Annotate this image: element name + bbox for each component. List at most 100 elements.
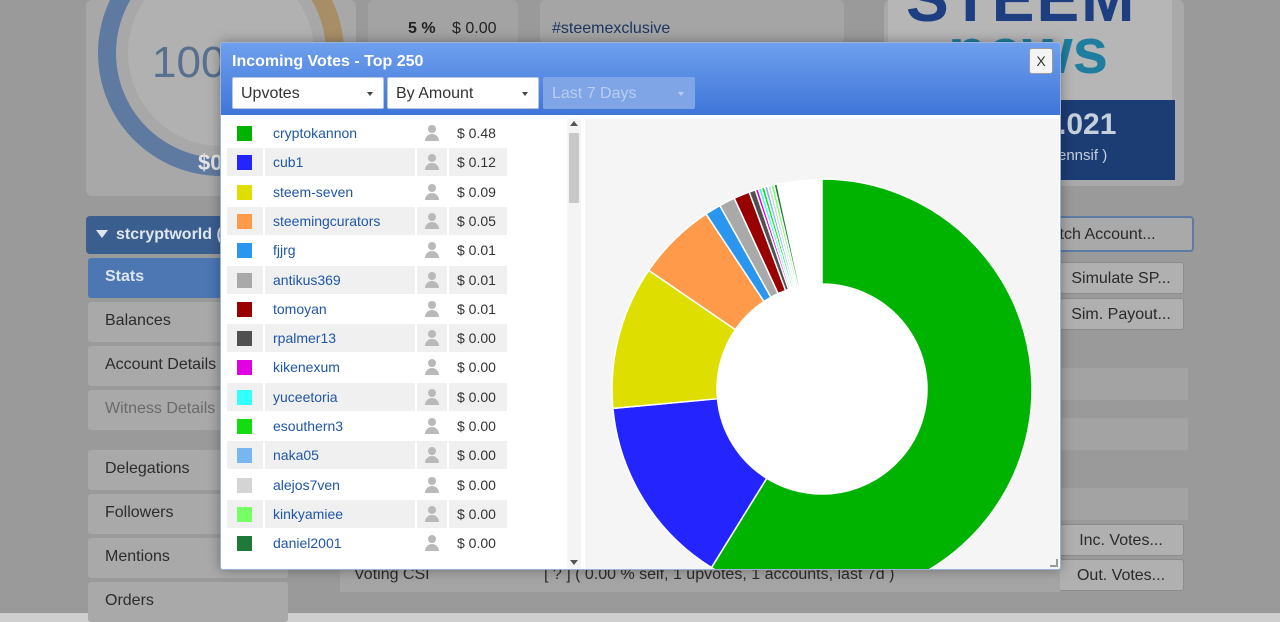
voter-name-link[interactable]: cryptokannon — [273, 125, 358, 141]
legend-swatch — [227, 178, 263, 206]
sidebar-item-label: Witness Details — [105, 400, 216, 417]
vote-amount-cell: $ 0.00 — [449, 471, 507, 499]
dialog-header[interactable]: Incoming Votes - Top 250 X Upvotes By Am… — [221, 43, 1060, 115]
vote-amount-cell: $ 0.00 — [449, 529, 507, 557]
profile-cell — [417, 499, 447, 528]
voter-list[interactable]: cryptokannon $ 0.48 cub1 $ 0.12 steem-seven $… — [227, 119, 511, 569]
out-votes-label: Out. Votes... — [1076, 567, 1166, 584]
voter-name-link[interactable]: kikenexum — [273, 359, 340, 376]
vote-amount: $ 0.00 — [457, 418, 496, 434]
sidebar-item-label: Orders — [105, 592, 154, 609]
vote-amount-cell: $ 0.00 — [449, 499, 507, 528]
color-swatch — [237, 301, 252, 317]
user-icon[interactable] — [425, 388, 439, 405]
voter-name-link[interactable]: yuceetoria — [273, 388, 338, 405]
voter-name-cell: cub1 — [265, 148, 415, 177]
voter-name-cell: fjjrg — [265, 236, 415, 264]
voter-name-link[interactable]: steem-seven — [273, 183, 354, 200]
user-icon[interactable] — [425, 271, 439, 288]
color-swatch — [237, 477, 252, 493]
user-icon[interactable] — [425, 125, 439, 141]
vote-type-select[interactable]: Upvotes — [232, 77, 384, 109]
donut-slice-other[interactable] — [777, 179, 822, 287]
sort-select[interactable]: By Amount — [387, 77, 539, 109]
voter-name-link[interactable]: kinkyamiee — [273, 505, 344, 522]
resize-grip-icon[interactable] — [1050, 559, 1058, 567]
list-item: daniel2001 $ 0.00 — [227, 529, 507, 557]
vote-amount-cell: $ 0.00 — [449, 412, 507, 440]
vote-amount-cell: $ 0.09 — [449, 178, 507, 206]
list-item: cub1 $ 0.12 — [227, 148, 507, 177]
sim-payout-button[interactable]: Sim. Payout... — [1058, 298, 1184, 330]
tag-link[interactable]: #steemexclusive — [552, 20, 671, 37]
user-icon[interactable] — [425, 183, 439, 200]
switch-account-button[interactable]: itch Account... — [1040, 216, 1194, 252]
legend-swatch — [227, 324, 263, 353]
vote-table-row — [368, 0, 518, 44]
user-icon[interactable] — [425, 212, 439, 229]
close-button[interactable]: X — [1029, 48, 1053, 74]
dropdown-arrow-icon — [678, 92, 684, 96]
voter-name-link[interactable]: naka05 — [273, 447, 319, 464]
list-item: steemingcurators $ 0.05 — [227, 206, 507, 235]
user-icon[interactable] — [425, 535, 439, 552]
user-icon[interactable] — [425, 330, 439, 347]
scroll-thumb[interactable] — [569, 133, 579, 203]
legend-swatch — [227, 353, 263, 381]
voter-list-scrollbar[interactable] — [567, 119, 581, 569]
voter-name-link[interactable]: cub1 — [273, 154, 304, 171]
voter-name-link[interactable]: daniel2001 — [273, 535, 342, 552]
sidebar-item-label: Followers — [105, 504, 174, 521]
simulate-sp-button[interactable]: Simulate SP... — [1058, 262, 1184, 294]
user-icon[interactable] — [425, 447, 439, 464]
votes-chart-area — [585, 119, 1059, 569]
out-votes-button[interactable]: Out. Votes... — [1058, 559, 1184, 591]
vote-value: $ 0.00 — [452, 20, 497, 37]
inc-votes-label: Inc. Votes... — [1079, 532, 1163, 549]
vote-amount-cell: $ 0.01 — [449, 265, 507, 294]
user-icon[interactable] — [425, 505, 439, 522]
voter-name-link[interactable]: esouthern3 — [273, 418, 344, 434]
profile-cell — [417, 236, 447, 264]
user-icon[interactable] — [425, 242, 439, 259]
period-select[interactable]: Last 7 Days — [543, 77, 695, 109]
inc-votes-button[interactable]: Inc. Votes... — [1058, 524, 1184, 556]
sort-value: By Amount — [396, 85, 474, 102]
vote-amount: $ 0.00 — [457, 447, 496, 464]
voter-name-link[interactable]: fjjrg — [273, 242, 296, 259]
dropdown-arrow-icon — [367, 92, 373, 96]
list-item: naka05 $ 0.00 — [227, 441, 507, 470]
news-year: .021 — [1058, 108, 1117, 141]
user-icon[interactable] — [425, 359, 439, 376]
incoming-votes-dialog: Incoming Votes - Top 250 X Upvotes By Am… — [220, 42, 1061, 570]
voter-name-cell: rpalmer13 — [265, 324, 415, 353]
color-swatch — [237, 184, 252, 200]
sidebar-item-orders[interactable]: Orders — [88, 582, 288, 622]
user-icon[interactable] — [425, 154, 439, 171]
user-icon[interactable] — [425, 476, 439, 493]
voter-name-cell: steemingcurators — [265, 206, 415, 235]
profile-cell — [417, 412, 447, 440]
vote-amount-cell: $ 0.01 — [449, 236, 507, 264]
vote-amount-cell: $ 0.48 — [449, 119, 507, 147]
profile-cell — [417, 382, 447, 411]
sidebar-item-label: Account Details — [105, 356, 217, 373]
voter-name-cell: cryptokannon — [265, 119, 415, 147]
voter-name-link[interactable]: steemingcurators — [273, 212, 381, 229]
period-value: Last 7 Days — [552, 85, 637, 102]
legend-swatch — [227, 265, 263, 294]
list-item: kinkyamiee $ 0.00 — [227, 499, 507, 528]
voter-name-cell: daniel2001 — [265, 529, 415, 557]
color-swatch — [237, 243, 252, 259]
scroll-down-icon[interactable] — [570, 560, 578, 565]
voter-name-link[interactable]: rpalmer13 — [273, 330, 337, 347]
user-icon[interactable] — [425, 300, 439, 317]
vote-type-value: Upvotes — [241, 85, 300, 102]
voter-name-link[interactable]: tomoyan — [273, 300, 327, 317]
color-swatch — [237, 126, 252, 141]
vote-amount: $ 0.01 — [457, 242, 496, 259]
voter-name-link[interactable]: alejos7ven — [273, 476, 340, 493]
scroll-up-icon[interactable] — [570, 121, 578, 126]
user-icon[interactable] — [425, 418, 439, 434]
voter-name-link[interactable]: antikus369 — [273, 271, 341, 288]
